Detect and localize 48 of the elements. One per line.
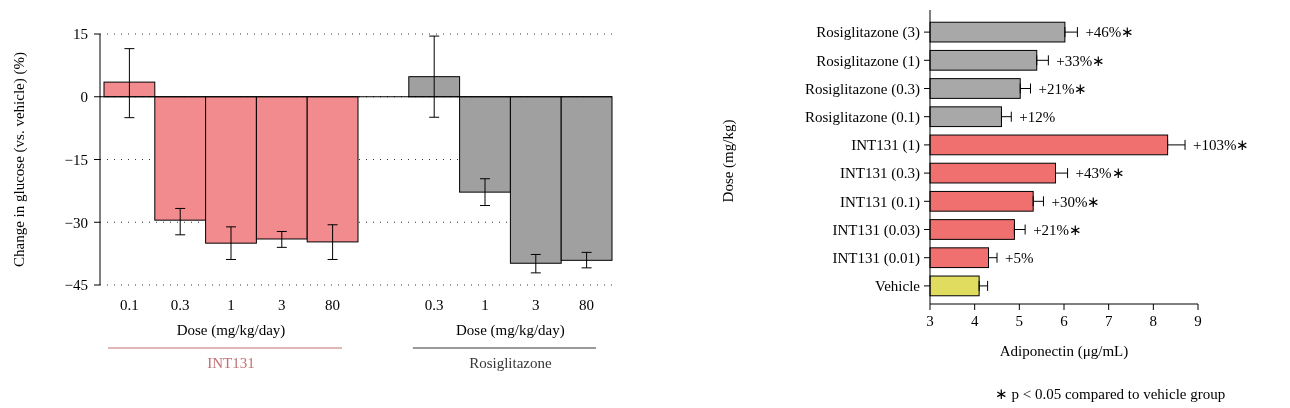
x-tick-label: 3 bbox=[926, 313, 934, 329]
y-tick-label: Rosiglitazone (0.1) bbox=[805, 108, 920, 126]
y-tick-label: INT131 (0.03) bbox=[832, 221, 920, 239]
x-tick-label: 6 bbox=[1060, 313, 1069, 329]
annotation: +43%∗ bbox=[1075, 165, 1125, 182]
y-axis-title: Dose (mg/kg) bbox=[720, 119, 737, 203]
y-tick-label: −15 bbox=[64, 151, 88, 168]
x-tick-label: 0.1 bbox=[120, 297, 139, 313]
y-tick-label: Vehicle bbox=[875, 278, 921, 295]
annotation: +33%∗ bbox=[1056, 52, 1106, 69]
y-tick-label: −45 bbox=[64, 277, 88, 294]
x-tick-label: 8 bbox=[1149, 313, 1158, 329]
x-tick-label: 0.3 bbox=[170, 297, 190, 313]
x-tick-label: 5 bbox=[1015, 313, 1024, 329]
annotation: +21%∗ bbox=[1033, 221, 1083, 238]
text: Dose (mg/kg/day) bbox=[456, 322, 565, 339]
y-axis-title: Change in glucose (vs. vehicle) (%) bbox=[11, 52, 28, 267]
text: Dose (mg/kg/day) bbox=[176, 322, 286, 339]
y-tick-label: INT131 (0.1) bbox=[840, 193, 920, 211]
y-tick-label: 0 bbox=[80, 89, 88, 105]
x-tick-label: 80 bbox=[579, 297, 595, 313]
text: INT131 bbox=[207, 355, 255, 371]
x-tick-label: 0.3 bbox=[424, 297, 444, 313]
x-tick-label: 1 bbox=[227, 297, 235, 313]
y-tick-label: INT131 (0.3) bbox=[840, 165, 920, 183]
annotation: +12% bbox=[1019, 108, 1056, 125]
x-tick-label: 3 bbox=[278, 297, 286, 313]
x-tick-label: 7 bbox=[1104, 313, 1113, 329]
y-tick-label: 15 bbox=[73, 26, 88, 43]
annotation: +30%∗ bbox=[1051, 193, 1101, 210]
y-tick-label: Rosiglitazone (1) bbox=[816, 52, 920, 70]
x-tick-label: 3 bbox=[532, 297, 540, 313]
x-axis-title: Adiponectin (μg/mL) bbox=[999, 343, 1129, 360]
annotation: +103%∗ bbox=[1193, 137, 1250, 154]
y-tick-label: −30 bbox=[64, 214, 88, 231]
x-tick-label: 80 bbox=[325, 297, 341, 313]
text: Rosiglitazone bbox=[469, 355, 552, 371]
annotation: +46%∗ bbox=[1085, 24, 1135, 41]
x-tick-label: 1 bbox=[481, 297, 489, 313]
annotation: +5% bbox=[1005, 249, 1034, 266]
y-tick-label: INT131 (0.01) bbox=[832, 249, 920, 267]
x-tick-label: 4 bbox=[970, 313, 979, 329]
x-tick-label: 9 bbox=[1194, 313, 1202, 329]
annotation: +21%∗ bbox=[1038, 80, 1088, 97]
y-tick-label: INT131 (1) bbox=[851, 137, 920, 155]
text: ∗ p < 0.05 compared to vehicle group bbox=[994, 386, 1226, 402]
y-tick-label: Rosiglitazone (0.3) bbox=[805, 80, 920, 98]
y-tick-label: Rosiglitazone (3) bbox=[816, 24, 920, 42]
